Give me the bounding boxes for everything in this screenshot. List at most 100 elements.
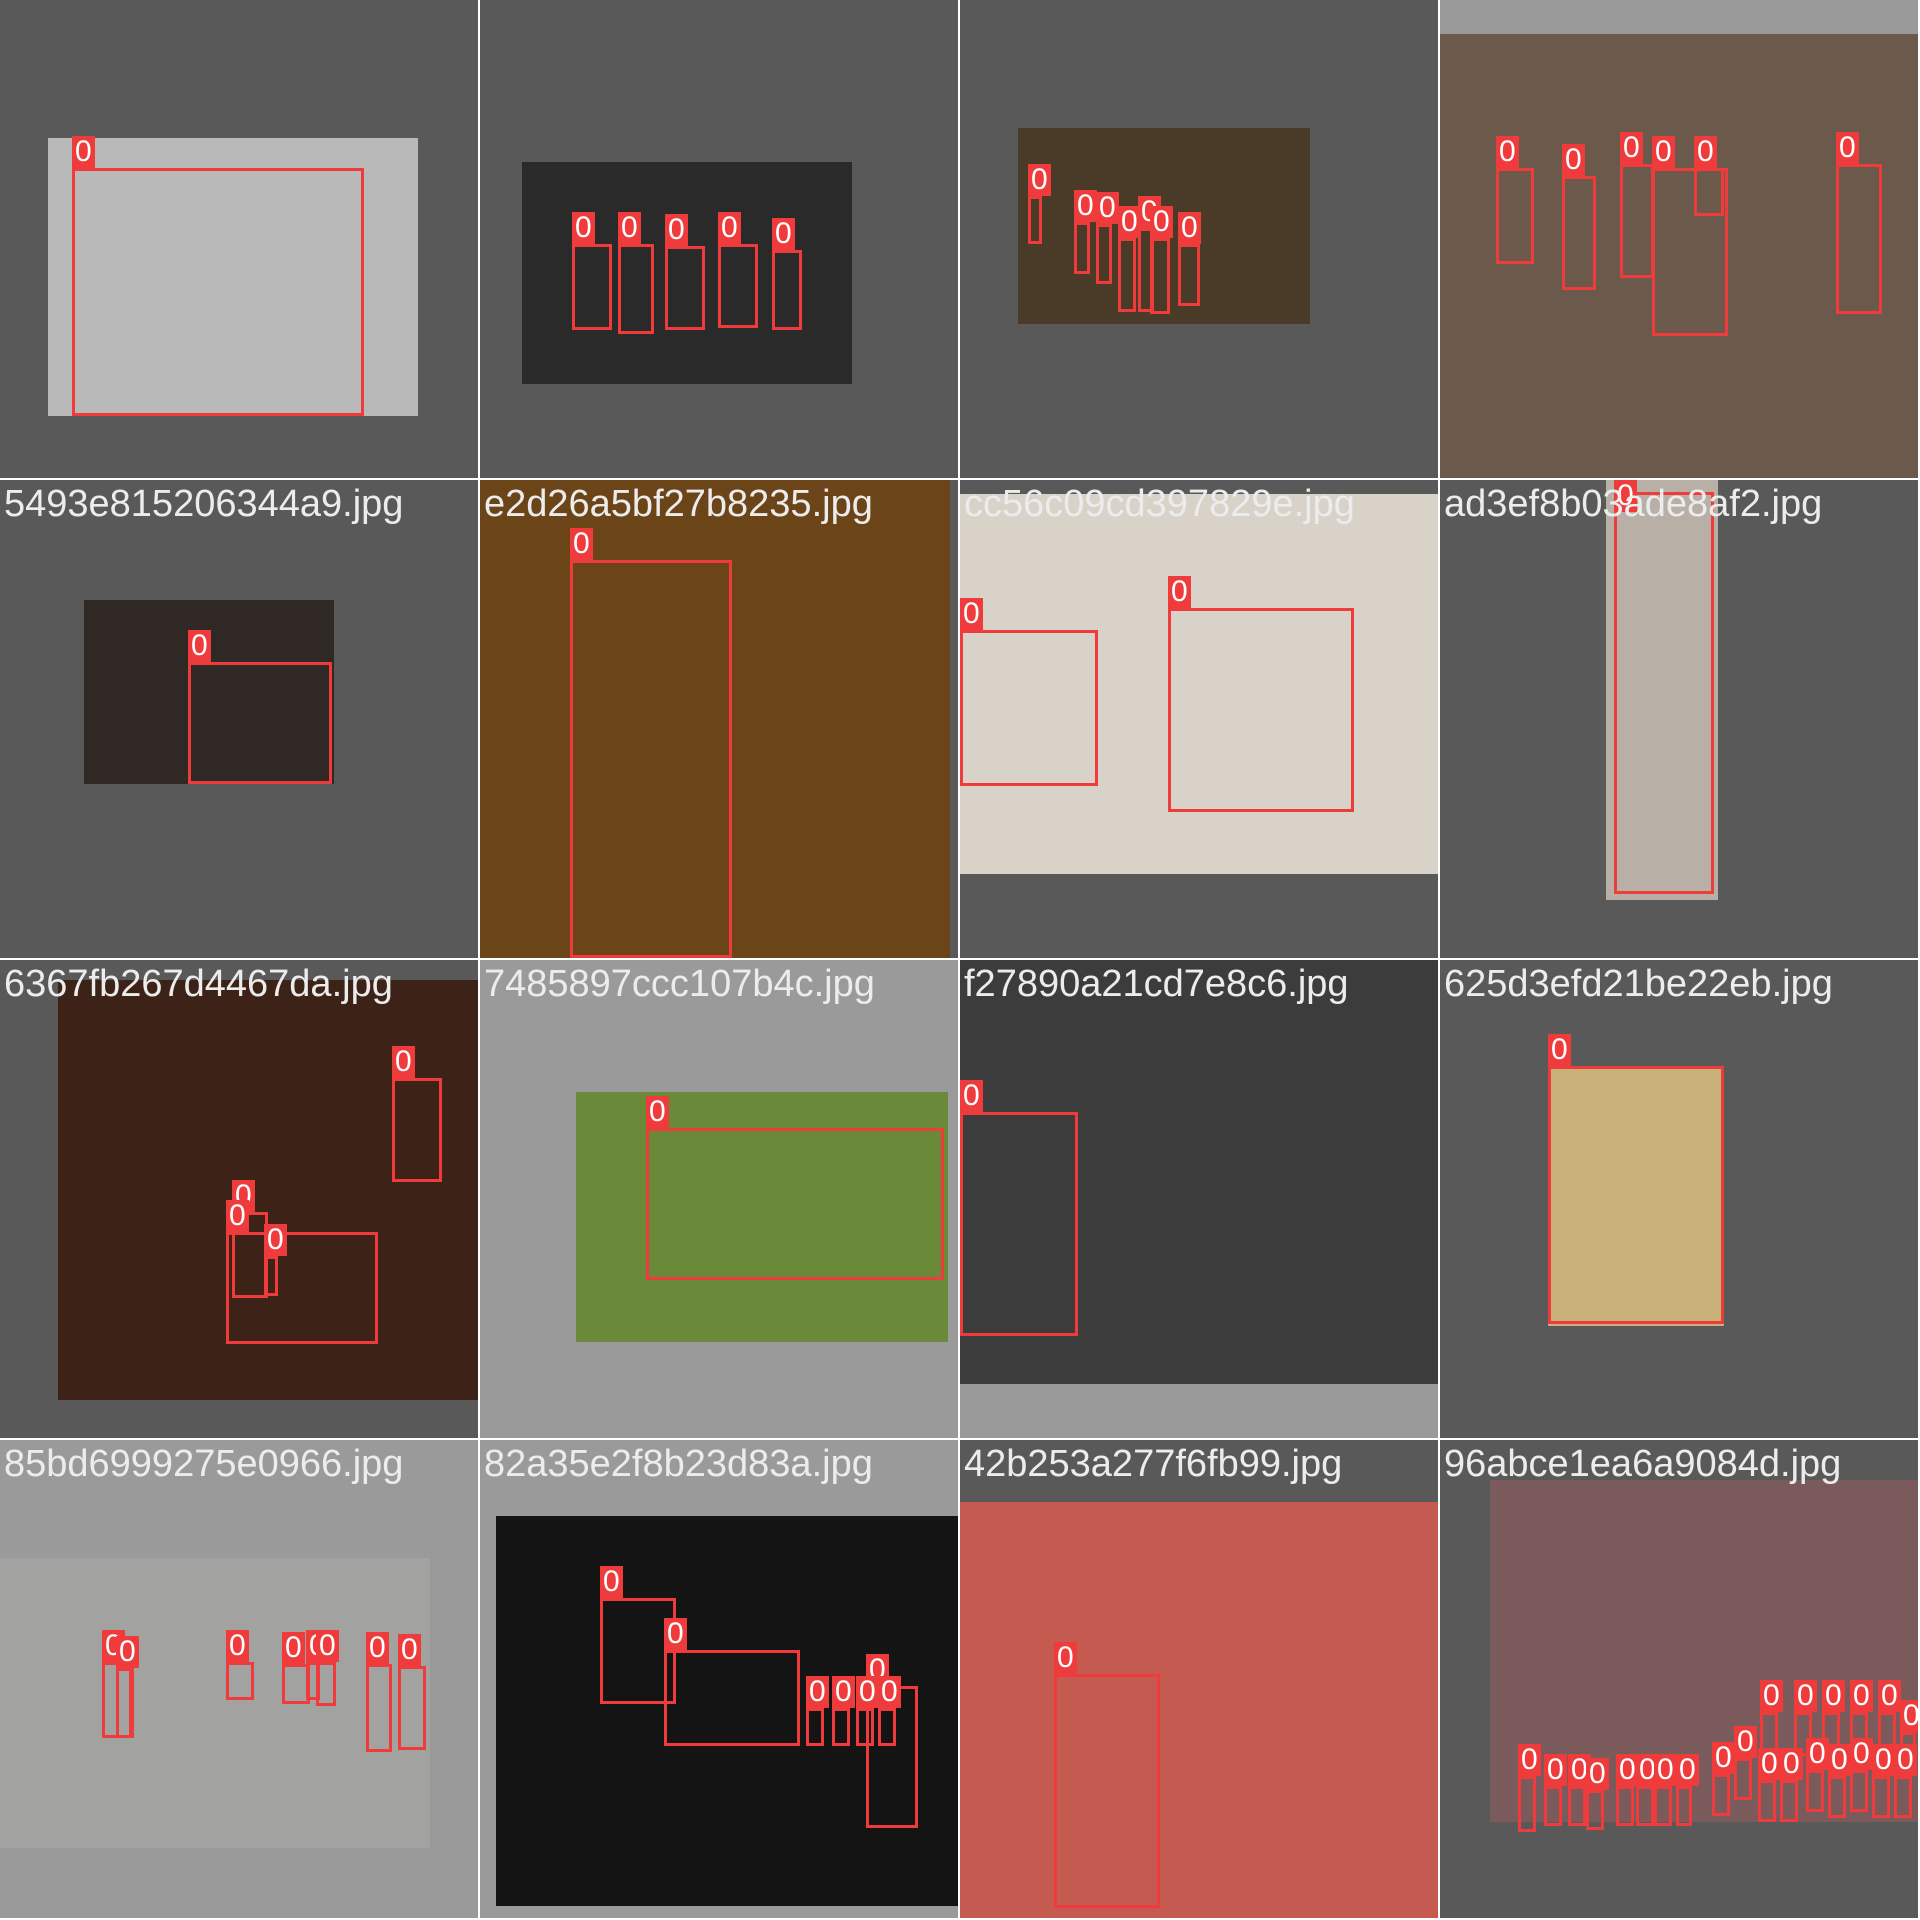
image-tile[interactable]: 0000000085bd6999275e0966.jpg: [0, 1440, 478, 1918]
class-label: 0: [1548, 1034, 1571, 1066]
class-label: 0: [600, 1566, 623, 1598]
detection-box: [392, 1078, 442, 1182]
class-label: 0: [1894, 1744, 1917, 1776]
class-label: 0: [1562, 144, 1585, 176]
class-label: 0: [1828, 1744, 1851, 1776]
image-tile[interactable]: 0 7485897ccc107b4c.jpg: [480, 960, 958, 1438]
class-label: 0: [1780, 1748, 1803, 1780]
class-label: 0: [878, 1676, 901, 1708]
detection-box: [806, 1708, 824, 1746]
class-label: 0: [1150, 206, 1173, 238]
detection-box: [1828, 1776, 1846, 1818]
class-label: 0: [226, 1630, 249, 1662]
detection-box: [1568, 1786, 1586, 1826]
detection-box: [1654, 1786, 1672, 1826]
detection-box: [1652, 168, 1728, 336]
class-label: 0: [1544, 1754, 1567, 1786]
class-label: 0: [1614, 480, 1637, 512]
image-filename: cc56c09cd397829e.jpg: [964, 483, 1355, 525]
class-label: 0: [264, 1224, 287, 1256]
detection-box: [1496, 168, 1534, 264]
detection-box: [646, 1128, 944, 1280]
detection-box: [1118, 238, 1136, 312]
image-tile[interactable]: 0 0 cc56c09cd397829e.jpg: [960, 480, 1438, 958]
class-label: 0: [1900, 1700, 1918, 1732]
image-filename: 5493e815206344a9.jpg: [4, 483, 404, 525]
class-label: 0: [226, 1200, 249, 1232]
image-tile[interactable]: 0 625d3efd21be22eb.jpg: [1440, 960, 1918, 1438]
detection-box: [1178, 244, 1200, 306]
photo-area: [48, 138, 418, 416]
class-label: 0: [664, 1618, 687, 1650]
class-label: 0: [316, 1630, 339, 1662]
detection-box: [1850, 1770, 1868, 1812]
photo-area: [960, 960, 1438, 1384]
detection-box: [960, 630, 1098, 786]
image-tile[interactable]: 0 f27890a21cd7e8c6.jpg: [960, 960, 1438, 1438]
image-tile[interactable]: 0 5493e815206344a9.jpg: [0, 480, 478, 958]
detection-box: [1096, 224, 1112, 284]
detection-box: [572, 244, 612, 330]
image-tile[interactable]: 0: [0, 0, 478, 478]
detection-box: [832, 1708, 850, 1746]
class-label: 0: [398, 1634, 421, 1666]
image-filename: ad3ef8b03ade8af2.jpg: [1444, 483, 1823, 525]
detection-box: [1586, 1790, 1604, 1830]
image-filename: 625d3efd21be22eb.jpg: [1444, 963, 1833, 1005]
photo-area: [496, 1516, 958, 1906]
image-tile[interactable]: 0 e2d26a5bf27b8235.jpg: [480, 480, 958, 958]
detection-box: [664, 1650, 800, 1746]
image-filename: 42b253a277f6fb99.jpg: [964, 1443, 1343, 1485]
detection-box: [1548, 1066, 1724, 1324]
detection-box: [398, 1666, 426, 1750]
class-label: 0: [1636, 1754, 1659, 1786]
class-label: 0: [1096, 192, 1119, 224]
class-label: 0: [72, 136, 95, 168]
detection-box: [1694, 168, 1724, 216]
class-label: 0: [1758, 1748, 1781, 1780]
grid-divider-vertical: [958, 0, 960, 1920]
class-label: 0: [646, 1096, 669, 1128]
class-label: 0: [856, 1676, 879, 1708]
detection-box: [1712, 1774, 1730, 1816]
detection-box: [1758, 1780, 1776, 1822]
detection-box: [665, 246, 705, 330]
photo-area: [480, 480, 950, 958]
detection-box: [1518, 1776, 1536, 1832]
class-label: 0: [366, 1632, 389, 1664]
image-filename: 6367fb267d4467da.jpg: [4, 963, 393, 1005]
detection-box: [1616, 1786, 1634, 1826]
class-label: 0: [1872, 1744, 1895, 1776]
class-label: 0: [806, 1676, 829, 1708]
detection-box: [1894, 1776, 1912, 1818]
photo-area: [0, 1558, 430, 1848]
image-tile[interactable]: 0 0 0 0 6367fb267d4467da.jpg: [0, 960, 478, 1438]
grid-divider-horizontal: [0, 1438, 1920, 1440]
detection-box: [1054, 1674, 1160, 1908]
detection-box: [1614, 492, 1714, 894]
detection-box: [72, 168, 364, 416]
class-label: 0: [1586, 1758, 1609, 1790]
image-tile[interactable]: 0 0 0 0 0 0 0 82a35e2f8b23d83a.jpg: [480, 1440, 958, 1918]
image-tile[interactable]: 0 ad3ef8b03ade8af2.jpg: [1440, 480, 1918, 958]
detection-box: [1636, 1786, 1654, 1826]
detection-box: [366, 1664, 392, 1752]
class-label: 0: [1836, 132, 1859, 164]
image-tile[interactable]: 0 0 0 0 0 0 0 0 0 0 0 0 0 0 0 0 0 0 0 0 0 0 0 96abce1ea6a9084d.…: [1440, 1440, 1918, 1918]
class-label: 0: [116, 1636, 139, 1668]
detection-box: [1562, 176, 1596, 290]
detection-box: [1780, 1780, 1798, 1822]
detection-box: [1168, 608, 1354, 812]
image-tile[interactable]: 0 42b253a277f6fb99.jpg: [960, 1440, 1438, 1918]
detection-box: [188, 662, 332, 784]
detection-box: [856, 1708, 874, 1746]
class-label: 0: [1794, 1680, 1817, 1712]
photo-area: [522, 162, 852, 384]
detection-box: [1676, 1786, 1692, 1826]
class-label: 0: [1654, 1754, 1677, 1786]
detection-box: [878, 1708, 896, 1746]
detection-box: [264, 1256, 278, 1296]
